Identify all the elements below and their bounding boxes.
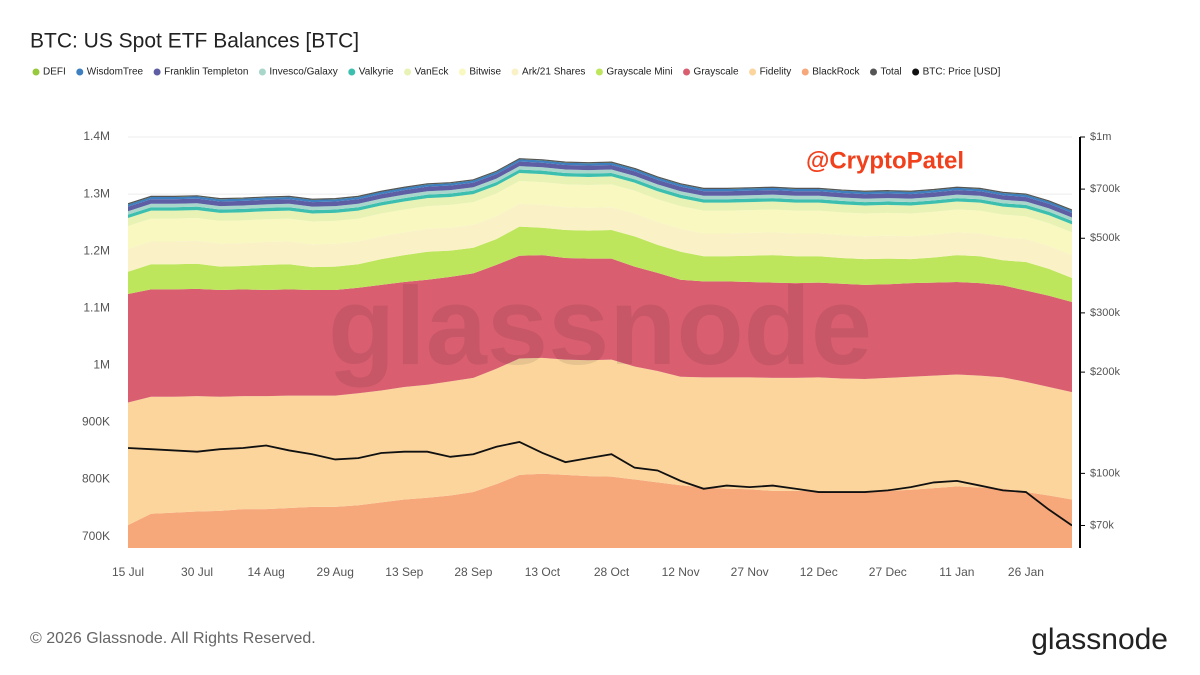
legend-label: Grayscale (694, 67, 739, 78)
legend-swatch (258, 68, 266, 76)
legend-swatch (801, 68, 809, 76)
x-tick-label: 29 Aug (317, 565, 354, 579)
x-tick-label: 26 Jan (1008, 565, 1044, 579)
legend-swatch (76, 68, 84, 76)
legend-swatch (870, 68, 877, 76)
legend-label: Fidelity (760, 67, 792, 78)
y2-tick-label: $200k (1090, 366, 1120, 378)
y-tick-label: 1M (93, 358, 110, 372)
chart-title: BTC: US Spot ETF Balances [BTC] (30, 30, 359, 53)
legend-swatch (749, 68, 757, 76)
y-tick-label: 1.4M (83, 129, 110, 143)
logo: glassnode (1031, 623, 1168, 656)
axes: 700K 800K 900K 1M 1.1M 1.2M 1.3M 1.4M $70k $100k $… (82, 129, 1121, 579)
legend-swatch (404, 68, 412, 76)
annotation: @CryptoPatel (806, 147, 964, 174)
y2-tick-label: $500k (1090, 232, 1120, 244)
y2-tick-label: $1m (1090, 131, 1111, 143)
legend-label: DEFI (43, 67, 66, 78)
x-tick-label: 12 Nov (662, 565, 700, 579)
legend-label: BTC: Price [USD] (923, 67, 1001, 78)
x-tick-label: 28 Sep (454, 565, 492, 579)
x-tick-label: 15 Jul (112, 565, 144, 579)
x-tick-label: 13 Oct (525, 565, 561, 579)
legend: DEFI WisdomTree Franklin Templeton Invesco/… (32, 67, 1001, 78)
area (128, 255, 1072, 403)
legend-label: Grayscale Mini (606, 67, 672, 78)
y-tick-label: 900K (82, 415, 110, 429)
area (128, 203, 1072, 278)
legend-label: VanEck (415, 67, 450, 78)
y-tick-label: 1.2M (83, 243, 110, 257)
y-tick-label: 1.1M (83, 300, 110, 314)
y2-tick-label: $300k (1090, 307, 1120, 319)
x-tick-label: 12 Dec (800, 565, 838, 579)
legend-label: Valkyrie (359, 67, 394, 78)
y2-tick-label: $100k (1090, 467, 1120, 479)
legend-swatch (683, 68, 691, 76)
x-tick-label: 11 Jan (939, 565, 974, 579)
line (128, 158, 1072, 211)
legend-swatch (153, 68, 161, 76)
legend-swatch (348, 68, 356, 76)
legend-label: Franklin Templeton (164, 67, 248, 78)
x-tick-label: 28 Oct (594, 565, 630, 579)
legend-label: BlackRock (812, 67, 860, 78)
legend-label: Ark/21 Shares (522, 67, 585, 78)
area (128, 357, 1072, 526)
legend-label: WisdomTree (87, 67, 144, 78)
x-tick-label: 13 Sep (385, 565, 423, 579)
area (128, 180, 1072, 256)
y-tick-label: 1.3M (83, 186, 110, 200)
legend-swatch (458, 68, 466, 76)
legend-label: Invesco/Galaxy (269, 67, 337, 78)
x-tick-label: 27 Dec (869, 565, 907, 579)
legend-label: Bitwise (469, 67, 501, 78)
footer: © 2026 Glassnode. All Rights Reserved. (30, 630, 316, 647)
x-tick-label: 14 Aug (247, 565, 284, 579)
legend-swatch (32, 68, 40, 76)
legend-swatch (511, 68, 519, 76)
legend-swatch (595, 68, 603, 76)
y2-tick-label: $70k (1090, 519, 1114, 531)
watermark: glassnode (328, 265, 872, 388)
x-tick-label: 30 Jul (181, 565, 213, 579)
x-tick-label: 27 Nov (731, 565, 769, 579)
area (128, 226, 1072, 302)
legend-label: Total (881, 67, 902, 78)
y-tick-label: 800K (82, 472, 110, 486)
y2-tick-label: $700k (1090, 183, 1120, 195)
plot-area (128, 158, 1072, 548)
line (128, 441, 1072, 527)
legend-swatch (912, 68, 920, 76)
y-tick-label: 700K (82, 529, 110, 543)
